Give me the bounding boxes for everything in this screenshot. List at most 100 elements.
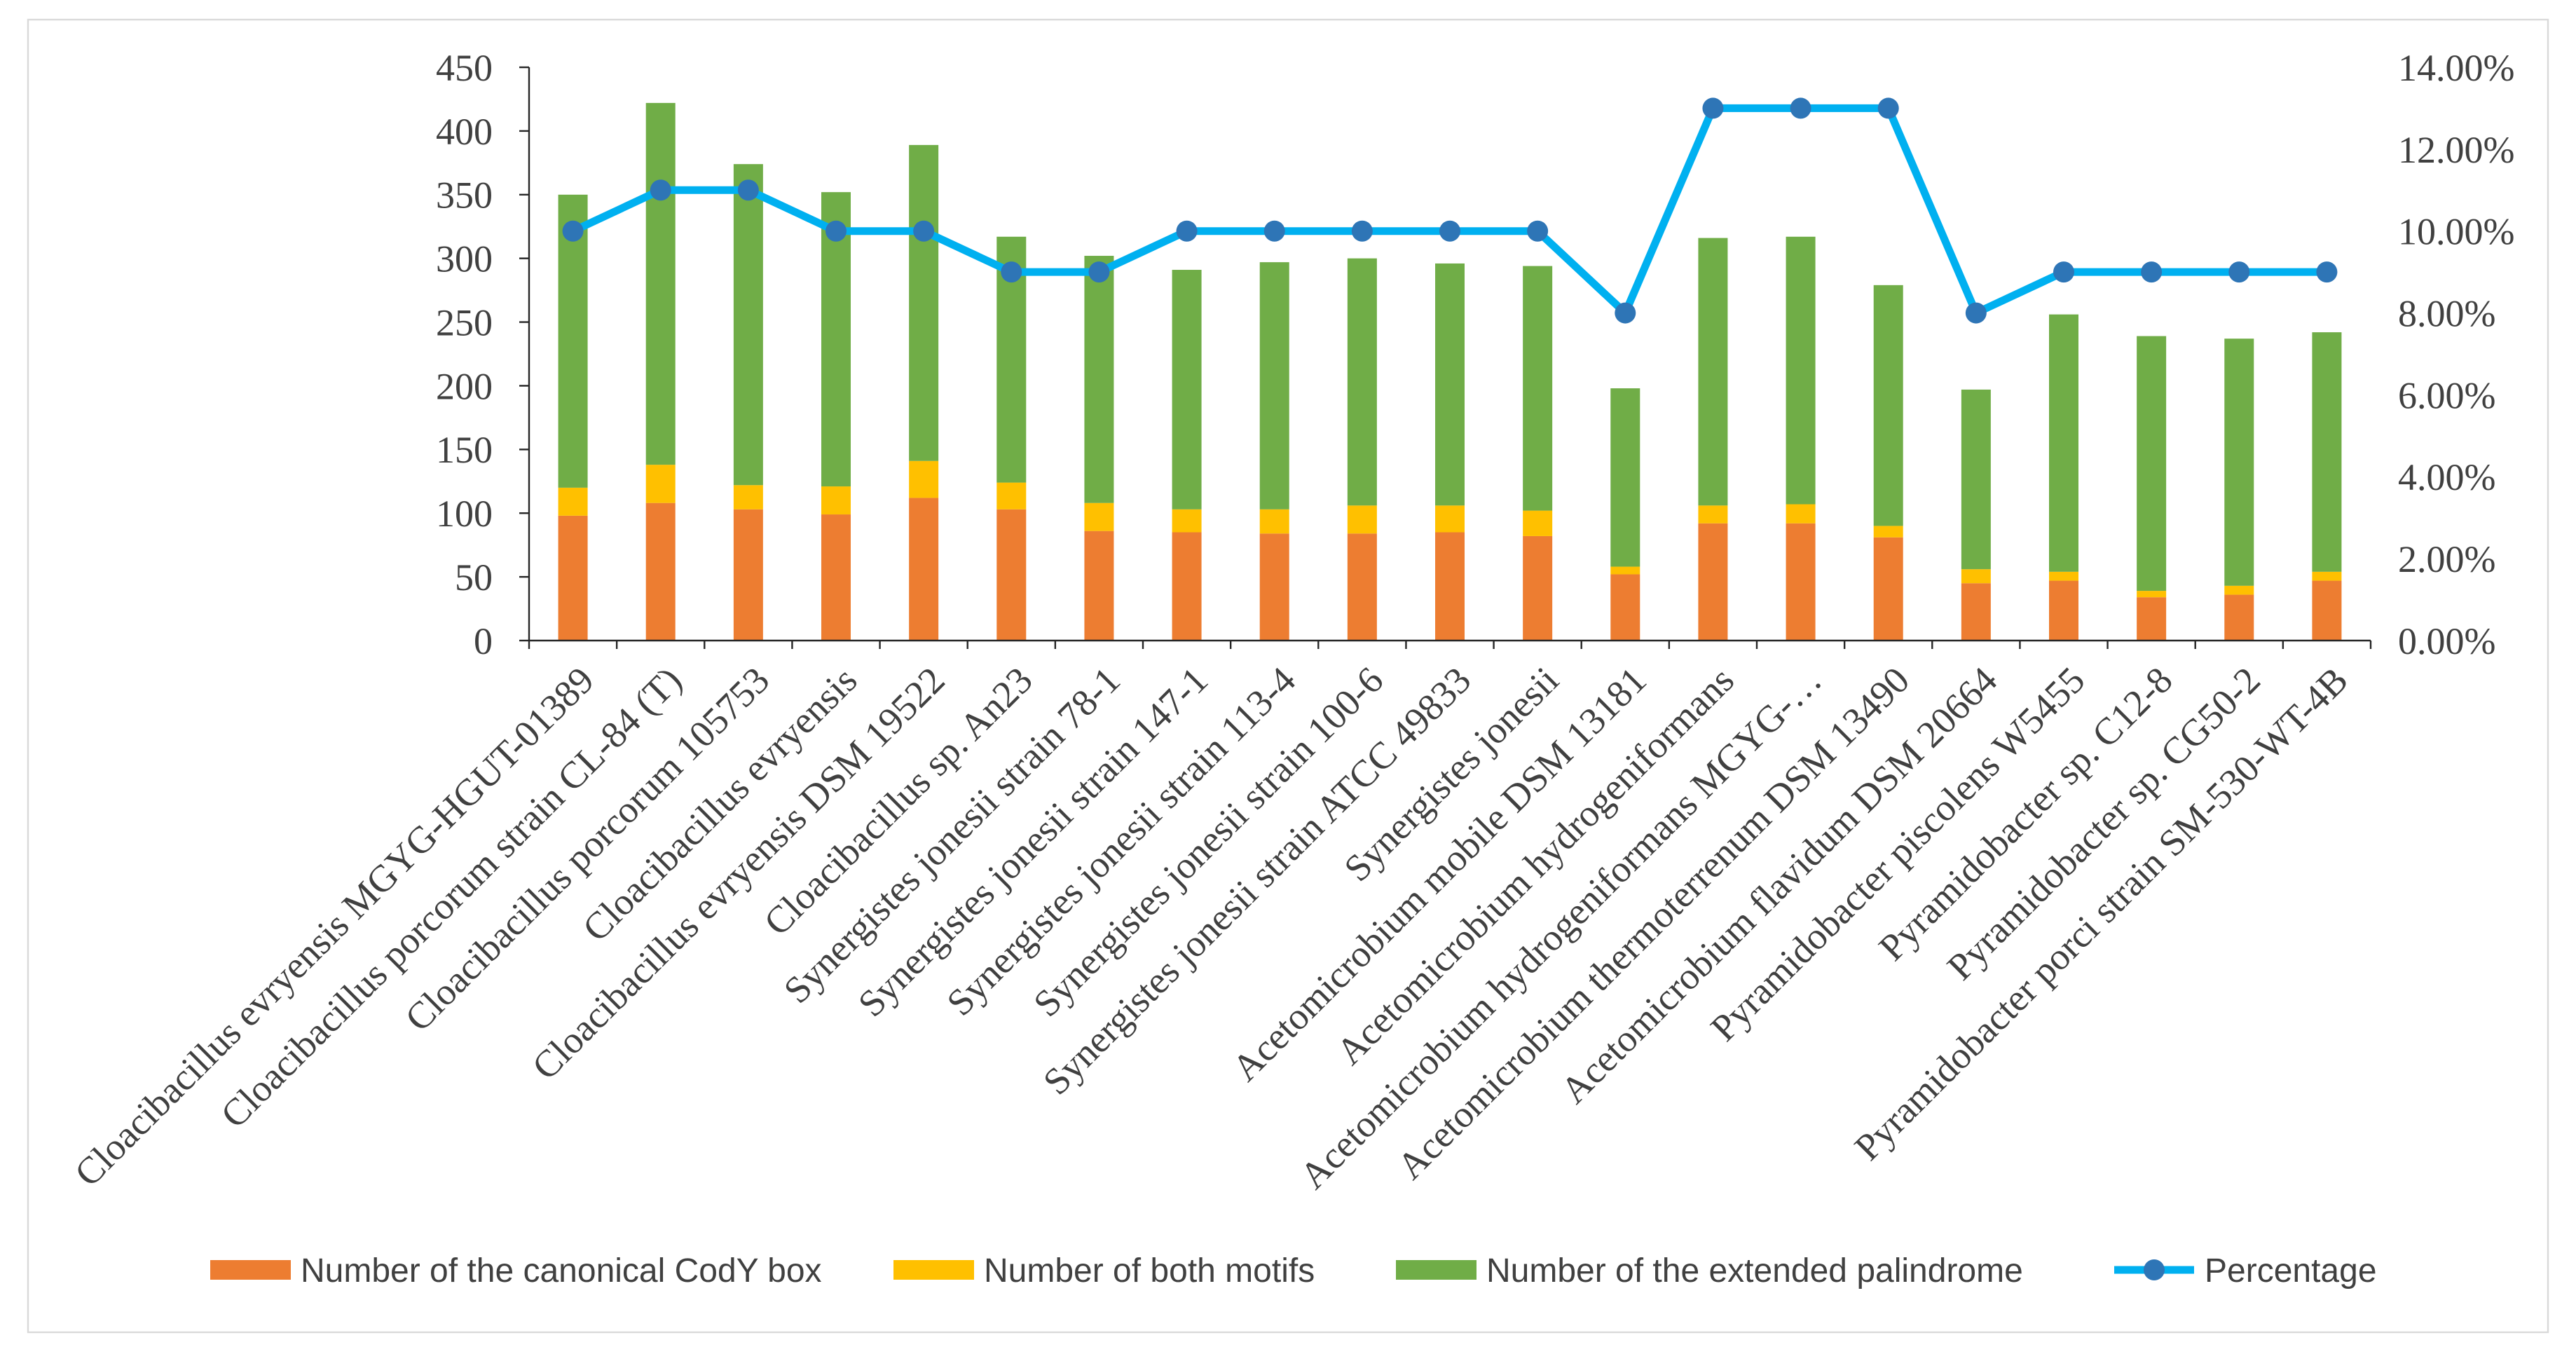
bar-number-of-the-canonical-cody-box-2 — [645, 502, 676, 641]
percentage-point-11 — [1439, 220, 1460, 242]
percentage-point-8 — [1176, 220, 1198, 242]
legend-swatch-canonical-cody-box — [210, 1260, 291, 1280]
percentage-point-2 — [650, 179, 671, 201]
bar-number-of-both-motifs-15 — [1786, 504, 1816, 524]
percentage-point-12 — [1527, 220, 1549, 242]
legend-item-both-motifs: Number of both motifs — [893, 1252, 1315, 1290]
percentage-point-14 — [1702, 97, 1724, 119]
bar-number-of-both-motifs-19 — [2137, 591, 2167, 598]
bar-number-of-the-extended-palindrome-13 — [1610, 388, 1640, 567]
legend-item-extended-palindrome: Number of the extended palindrome — [1396, 1252, 2023, 1290]
y-tick-label: 150 — [436, 429, 493, 471]
y-tick-label: 300 — [436, 238, 493, 280]
bar-number-of-the-extended-palindrome-21 — [2312, 332, 2342, 572]
percentage-point-19 — [2141, 261, 2163, 283]
bar-number-of-the-canonical-cody-box-15 — [1786, 523, 1816, 641]
y-tick-label: 100 — [436, 493, 493, 535]
bar-number-of-the-extended-palindrome-3 — [733, 164, 763, 486]
bar-number-of-the-extended-palindrome-10 — [1347, 258, 1377, 506]
bar-group — [558, 102, 2342, 641]
legend-label-canonical-cody-box: Number of the canonical CodY box — [301, 1252, 822, 1290]
percentage-point-6 — [1001, 261, 1022, 283]
bar-number-of-both-motifs-17 — [1961, 569, 1991, 584]
bar-number-of-the-canonical-cody-box-21 — [2312, 580, 2342, 641]
bar-number-of-the-extended-palindrome-8 — [1172, 270, 1202, 510]
bar-number-of-the-canonical-cody-box-19 — [2137, 597, 2167, 641]
bar-number-of-the-extended-palindrome-11 — [1435, 263, 1465, 506]
percentage-point-13 — [1615, 302, 1636, 324]
percentage-point-1 — [562, 220, 584, 242]
bar-number-of-both-motifs-21 — [2312, 571, 2342, 581]
legend: Number of the canonical CodY box Number … — [210, 1252, 2377, 1290]
bar-number-of-both-motifs-1 — [558, 487, 588, 516]
y-tick-label: 200 — [436, 365, 493, 407]
bar-number-of-the-canonical-cody-box-9 — [1259, 533, 1289, 641]
percentage-point-4 — [825, 220, 847, 242]
bar-number-of-the-canonical-cody-box-7 — [1084, 531, 1114, 641]
bar-number-of-the-extended-palindrome-9 — [1259, 262, 1289, 510]
y2-tick-label: 12.00% — [2398, 129, 2514, 171]
percentage-point-17 — [1965, 302, 1987, 324]
bar-number-of-the-canonical-cody-box-20 — [2224, 594, 2254, 641]
bar-number-of-both-motifs-8 — [1172, 509, 1202, 533]
bar-number-of-the-canonical-cody-box-16 — [1873, 537, 1903, 641]
bar-number-of-both-motifs-3 — [733, 485, 763, 510]
bar-number-of-both-motifs-14 — [1698, 505, 1728, 524]
percentage-point-20 — [2228, 261, 2250, 283]
y2-tick-label: 10.00% — [2398, 211, 2514, 253]
bar-number-of-the-extended-palindrome-15 — [1786, 236, 1816, 505]
legend-item-percentage: Percentage — [2114, 1252, 2377, 1290]
percentage-point-15 — [1790, 97, 1811, 119]
percentage-point-21 — [2316, 261, 2338, 283]
legend-marker-percentage — [2144, 1259, 2165, 1280]
y2-tick-label: 2.00% — [2398, 538, 2495, 580]
bar-number-of-the-canonical-cody-box-8 — [1172, 532, 1202, 641]
bar-number-of-the-canonical-cody-box-11 — [1435, 532, 1465, 641]
y-tick-label: 450 — [436, 47, 493, 89]
legend-item-canonical-cody-box: Number of the canonical CodY box — [210, 1252, 822, 1290]
y2-tick-label: 4.00% — [2398, 456, 2495, 498]
percentage-point-9 — [1263, 220, 1285, 242]
bar-number-of-the-canonical-cody-box-14 — [1698, 523, 1728, 641]
bar-number-of-the-canonical-cody-box-17 — [1961, 583, 1991, 641]
bar-number-of-the-canonical-cody-box-12 — [1523, 535, 1553, 641]
y2-tick-label: 14.00% — [2398, 47, 2514, 89]
percentage-point-16 — [1877, 97, 1899, 119]
bar-number-of-the-canonical-cody-box-6 — [996, 509, 1027, 641]
bar-number-of-both-motifs-9 — [1259, 509, 1289, 534]
y2-tick-label: 0.00% — [2398, 620, 2495, 662]
percentage-point-3 — [737, 179, 759, 201]
bar-number-of-the-extended-palindrome-20 — [2224, 338, 2254, 586]
bar-number-of-the-canonical-cody-box-18 — [2049, 580, 2078, 641]
legend-label-percentage: Percentage — [2205, 1252, 2377, 1290]
bar-number-of-the-extended-palindrome-1 — [558, 194, 588, 488]
bar-number-of-the-canonical-cody-box-5 — [909, 498, 939, 641]
bar-number-of-the-canonical-cody-box-3 — [733, 509, 763, 641]
y-tick-label: 350 — [436, 175, 493, 217]
legend-swatch-extended-palindrome — [1396, 1260, 1477, 1280]
y-tick-label: 400 — [436, 111, 493, 153]
legend-swatch-both-motifs — [893, 1260, 974, 1280]
bar-number-of-the-canonical-cody-box-10 — [1347, 533, 1377, 641]
bar-number-of-both-motifs-2 — [645, 465, 676, 503]
bar-number-of-the-extended-palindrome-18 — [2049, 314, 2078, 572]
legend-label-extended-palindrome: Number of the extended palindrome — [1486, 1252, 2023, 1290]
bar-number-of-both-motifs-20 — [2224, 585, 2254, 595]
bar-number-of-both-motifs-16 — [1873, 526, 1903, 538]
percentage-point-7 — [1088, 261, 1110, 283]
chart-border — [27, 18, 2549, 1334]
bar-number-of-both-motifs-11 — [1435, 505, 1465, 533]
bar-number-of-the-extended-palindrome-7 — [1084, 256, 1114, 503]
bar-number-of-the-extended-palindrome-2 — [645, 102, 676, 465]
percentage-point-10 — [1351, 220, 1373, 242]
bar-number-of-the-extended-palindrome-16 — [1873, 285, 1903, 526]
y-tick-label: 50 — [455, 556, 493, 599]
bar-number-of-both-motifs-4 — [821, 486, 851, 515]
bar-number-of-both-motifs-7 — [1084, 502, 1114, 531]
y-tick-label: 0 — [474, 620, 493, 662]
legend-label-both-motifs: Number of both motifs — [984, 1252, 1315, 1290]
bar-number-of-the-extended-palindrome-17 — [1961, 389, 1991, 570]
y-tick-label: 250 — [436, 301, 493, 343]
percentage-line-group — [562, 97, 2338, 324]
